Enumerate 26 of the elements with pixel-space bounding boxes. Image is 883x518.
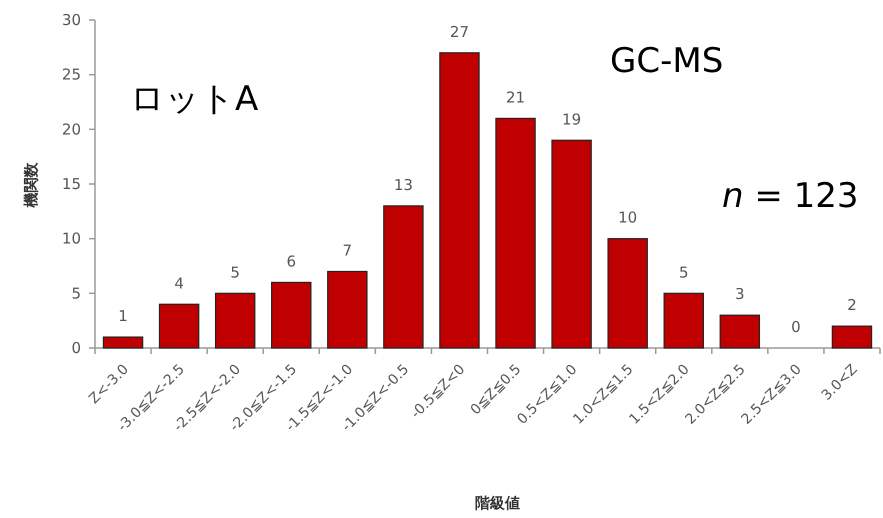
data-label: 10: [618, 208, 638, 227]
data-label: 2: [847, 296, 857, 314]
annotation: ロットA: [130, 79, 258, 119]
data-label: 0: [791, 318, 801, 336]
annotation: GC-MS: [610, 41, 724, 81]
data-label: 7: [342, 241, 352, 260]
y-tick-label: 25: [62, 66, 81, 84]
data-label: 1: [118, 307, 128, 326]
data-label: 5: [678, 263, 689, 282]
data-label: 19: [562, 110, 582, 128]
data-label: 27: [450, 22, 470, 41]
data-label: 21: [506, 88, 526, 106]
data-label: 4: [174, 274, 184, 292]
x-axis-title: 階級値: [475, 494, 520, 512]
data-label: 6: [286, 252, 296, 270]
y-tick-label: 0: [71, 339, 81, 357]
y-tick-label: 20: [62, 120, 81, 138]
data-label: 5: [230, 263, 240, 282]
data-label: 3: [735, 285, 745, 304]
annotation: n = 123: [722, 176, 859, 216]
y-tick-label: 15: [62, 175, 81, 193]
data-label: 13: [394, 176, 413, 194]
y-axis-title: 機関数: [22, 162, 40, 208]
y-tick-label: 30: [62, 11, 81, 29]
y-tick-label: 10: [62, 230, 81, 248]
y-tick-label: 5: [71, 284, 81, 302]
